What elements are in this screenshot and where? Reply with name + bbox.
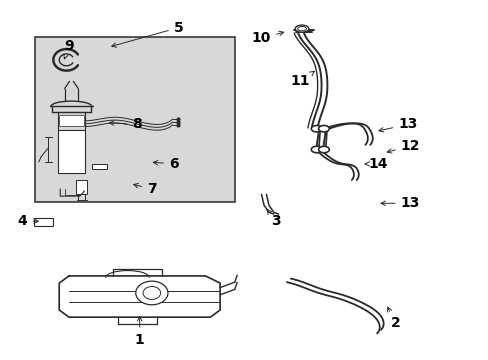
- Bar: [76, 180, 87, 194]
- Ellipse shape: [318, 146, 329, 153]
- Text: 13: 13: [380, 196, 419, 210]
- Text: 14: 14: [365, 157, 387, 171]
- Bar: [34, 219, 53, 226]
- Text: 4: 4: [18, 214, 38, 228]
- Circle shape: [143, 287, 160, 300]
- Text: 3: 3: [266, 209, 281, 228]
- Text: 8: 8: [109, 117, 142, 131]
- Text: 11: 11: [290, 71, 314, 89]
- Text: 12: 12: [386, 139, 419, 153]
- Text: 10: 10: [251, 31, 283, 45]
- Text: 9: 9: [63, 39, 74, 59]
- Text: 13: 13: [378, 117, 417, 132]
- Ellipse shape: [311, 146, 322, 153]
- Text: 1: 1: [135, 316, 144, 347]
- Bar: [59, 116, 83, 126]
- Ellipse shape: [295, 25, 308, 32]
- Circle shape: [136, 281, 167, 305]
- Text: 2: 2: [387, 307, 400, 330]
- Text: 6: 6: [153, 157, 178, 171]
- Bar: [58, 130, 85, 173]
- Ellipse shape: [318, 126, 329, 132]
- Ellipse shape: [311, 126, 322, 132]
- Ellipse shape: [297, 27, 306, 31]
- Bar: [35, 37, 234, 202]
- Text: 7: 7: [133, 182, 156, 196]
- Bar: [92, 163, 107, 169]
- Text: 5: 5: [111, 21, 183, 47]
